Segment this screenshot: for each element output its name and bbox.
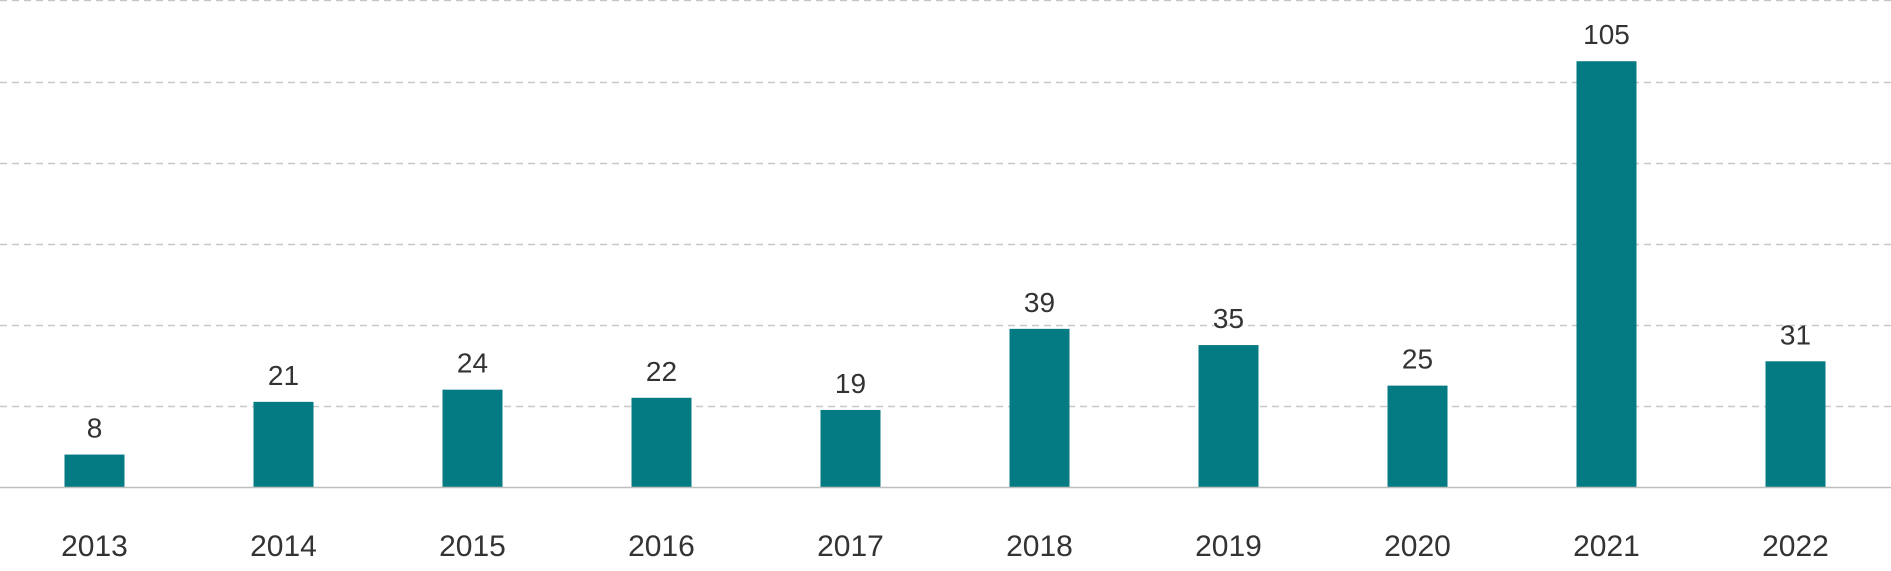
x-tick-label-2015: 2015: [439, 530, 506, 563]
bar-2018: [1009, 328, 1070, 487]
x-tick-label-2021: 2021: [1573, 530, 1640, 563]
x-tick-label-2017: 2017: [817, 530, 884, 563]
x-tick-label-2016: 2016: [628, 530, 695, 563]
bar-2019: [1198, 345, 1259, 487]
x-tick-label-2014: 2014: [250, 530, 317, 563]
data-label-2018: 39: [1024, 287, 1055, 318]
x-tick-label-2022: 2022: [1762, 530, 1829, 563]
x-axis-tick-labels: 2013 2014 2015 2016 2017 2018 2019 2020 2021 2022: [61, 530, 1829, 563]
bar-2016: [631, 397, 692, 487]
bar-2014: [253, 401, 314, 487]
bar-2017: [820, 409, 881, 487]
x-tick-label-2020: 2020: [1384, 530, 1451, 563]
bar-2013: [64, 454, 125, 487]
bar-2015: [442, 389, 503, 487]
bar-2022: [1765, 361, 1826, 487]
data-label-2019: 35: [1213, 303, 1244, 334]
x-tick-label-2013: 2013: [61, 530, 128, 563]
x-tick-label-2019: 2019: [1195, 530, 1262, 563]
data-label-2022: 31: [1780, 319, 1811, 350]
data-label-2015: 24: [457, 348, 488, 379]
gridlines: [0, 0, 1891, 408]
data-label-2020: 25: [1402, 344, 1433, 375]
data-label-2014: 21: [268, 360, 299, 391]
x-tick-label-2018: 2018: [1006, 530, 1073, 563]
data-label-2013: 8: [87, 413, 103, 444]
data-label-2016: 22: [646, 356, 677, 387]
data-labels: 8 21 24 22 19 39 35 25 105 31: [87, 19, 1811, 443]
data-label-2021: 105: [1583, 19, 1630, 50]
bars: [64, 61, 1826, 487]
bar-2021: [1576, 61, 1637, 487]
bar-2020: [1387, 385, 1448, 487]
data-label-2017: 19: [835, 368, 866, 399]
